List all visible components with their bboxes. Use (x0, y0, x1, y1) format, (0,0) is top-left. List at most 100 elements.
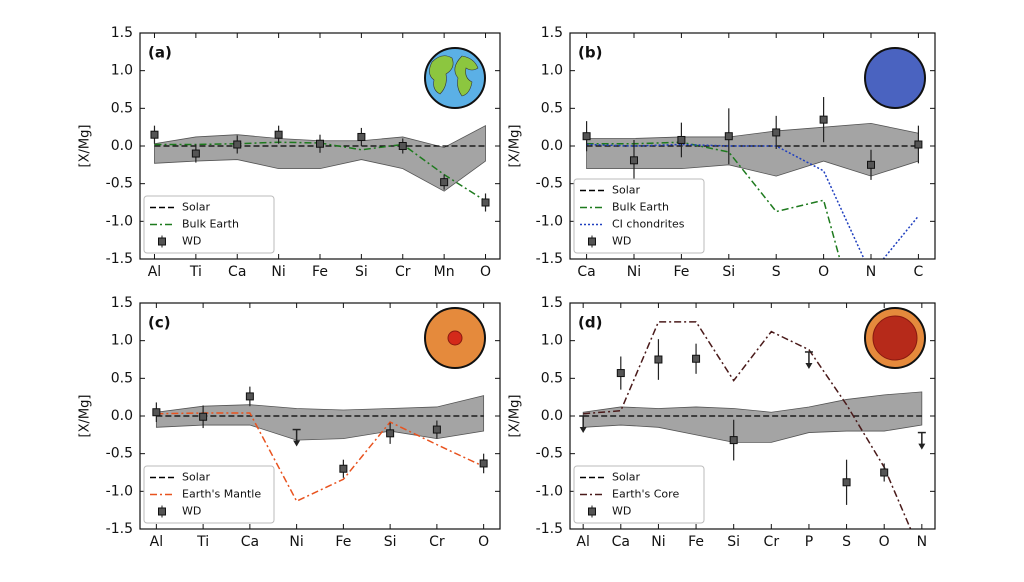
series-line (586, 143, 919, 259)
upper-limit-head (293, 440, 301, 447)
upper-limit-head (579, 427, 587, 433)
legend-swatch (588, 507, 596, 516)
x-tick-label: Si (727, 534, 740, 550)
y-tick-label: -1.5 (106, 251, 133, 267)
legend-label: WD (182, 235, 201, 248)
panel-title: (d) (578, 314, 602, 332)
y-tick-label: 0.0 (111, 408, 133, 424)
legend-swatch (588, 237, 596, 246)
wd-point (398, 142, 407, 150)
upper-limit-head (805, 362, 813, 369)
y-tick-label: -0.5 (106, 446, 133, 462)
x-tick-label: Al (148, 264, 161, 280)
wd-point (724, 132, 733, 141)
wd-point (677, 135, 686, 144)
wd-point (152, 408, 161, 417)
legend-label: Solar (612, 184, 641, 197)
plot-area (150, 124, 490, 212)
wd-point (339, 464, 348, 473)
y-tick-label: 0.5 (541, 370, 563, 386)
y-tick-label: -1.5 (536, 251, 563, 267)
x-tick-label: Ni (627, 264, 641, 280)
x-tick-label: Al (576, 534, 589, 550)
y-tick-label: -0.5 (106, 176, 133, 192)
x-tick-label: Ca (241, 534, 259, 550)
panel-title: (b) (578, 44, 602, 62)
x-tick-label: O (480, 264, 491, 280)
x-tick-label: N (917, 534, 927, 550)
panel-title: (a) (148, 44, 172, 62)
y-tick-label: -1.5 (536, 521, 563, 537)
y-tick-label: -1.0 (106, 213, 133, 229)
series-line (583, 321, 912, 529)
x-tick-label: Si (355, 264, 368, 280)
wd-point (842, 478, 851, 487)
y-tick-label: 1.0 (541, 63, 563, 79)
y-tick-label: 0.5 (541, 100, 563, 116)
x-tick-label: Fe (673, 264, 689, 280)
y-tick-label: 1.0 (111, 63, 133, 79)
x-tick-label: Ni (651, 534, 665, 550)
band (582, 391, 923, 443)
x-tick-label: Al (150, 534, 163, 550)
wd-point (629, 156, 638, 165)
y-tick-label: 0.5 (111, 100, 133, 116)
wd-point (616, 369, 625, 378)
legend-box (143, 465, 275, 524)
legend-label: Solar (612, 471, 641, 484)
x-tick-label: O (818, 264, 829, 280)
wd-point (386, 429, 395, 438)
legend-label: Solar (182, 201, 211, 214)
y-tick-label: 0.0 (541, 138, 563, 154)
legend-box (573, 178, 705, 254)
x-tick-label: O (478, 534, 489, 550)
wd-point (479, 459, 488, 468)
legend-label: Earth's Mantle (182, 488, 261, 501)
series-line (156, 412, 484, 503)
plot-area (582, 97, 923, 259)
legend-box (143, 195, 275, 254)
wd-point (880, 468, 889, 477)
y-tick-label: 1.0 (111, 333, 133, 349)
x-tick-label: S (772, 264, 781, 280)
wd-point (772, 128, 781, 137)
panel-title: (c) (148, 314, 171, 332)
x-tick-label: Ca (228, 264, 246, 280)
y-tick-label: 1.5 (111, 295, 133, 311)
y-tick-label: 1.5 (111, 25, 133, 41)
wd-point (233, 140, 242, 149)
x-tick-label: Cr (429, 534, 445, 550)
legend-label: WD (182, 505, 201, 518)
wd-point (191, 149, 200, 158)
wd-point (729, 436, 738, 445)
y-tick-label: 1.5 (541, 295, 563, 311)
panel: -1.5 -1.0 -0.5 0.0 0.5 1.0 1.5 Al Ca Ni Fe Si Cr P S O N… (508, 295, 936, 550)
x-tick-label: Si (722, 264, 735, 280)
x-tick-label: Mn (434, 264, 455, 280)
legend-label: Bulk Earth (612, 201, 669, 214)
x-tick-label: Fe (688, 534, 704, 550)
wd-point (432, 425, 441, 434)
legend-swatch (158, 237, 166, 246)
wd-point (150, 130, 159, 139)
plot-area (152, 386, 488, 503)
panel: -1.5 -1.0 -0.5 0.0 0.5 1.0 1.5 Al Ti Ca Ni Fe Si Cr O (… (78, 295, 501, 550)
legend-label: WD (612, 505, 631, 518)
panel: -1.5 -1.0 -0.5 0.0 0.5 1.0 1.5 Al Ti Ca Ni Fe Si Cr Mn… (78, 25, 501, 280)
y-tick-label: 0.0 (111, 138, 133, 154)
wd-point (274, 130, 283, 139)
x-tick-label: S (842, 534, 851, 550)
x-tick-label: Ti (196, 534, 209, 550)
wd-point (316, 139, 324, 148)
wd-point (819, 115, 828, 124)
y-tick-label: -1.0 (106, 483, 133, 499)
x-tick-label: Ca (577, 264, 595, 280)
wd-point (357, 132, 366, 141)
x-tick-label: O (879, 534, 890, 550)
legend-swatch (158, 507, 166, 516)
y-tick-label: 0.5 (111, 370, 133, 386)
icon (454, 55, 479, 97)
y-axis-label: [X/Mg] (78, 395, 93, 438)
icon (872, 315, 918, 361)
legend-label: Bulk Earth (182, 218, 239, 231)
